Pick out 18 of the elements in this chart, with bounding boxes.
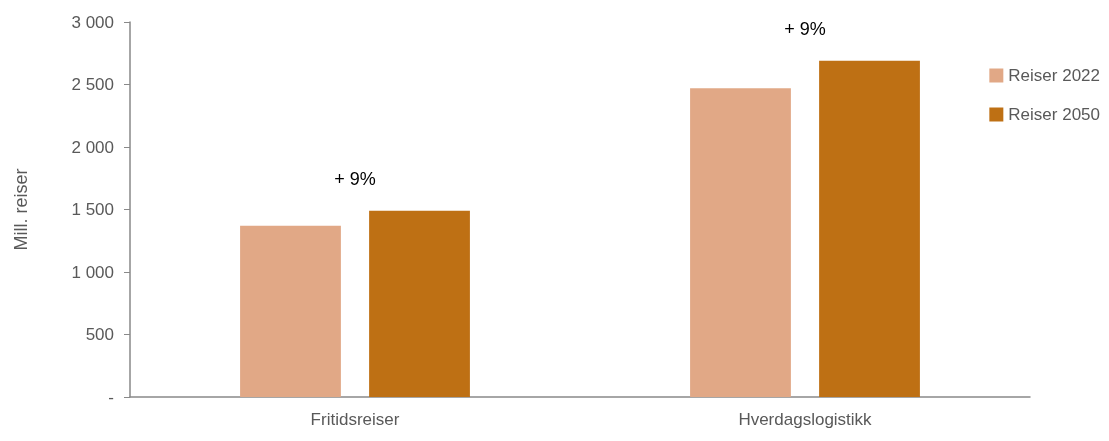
y-axis-title: Mill. reiser [11, 168, 31, 251]
x-tick-label: Fritidsreiser [310, 410, 400, 429]
bar [240, 225, 341, 397]
bar [690, 88, 791, 397]
x-tick-label: Hverdagslogistikk [738, 410, 873, 429]
y-tick-label: 500 [85, 325, 114, 344]
bar [819, 60, 920, 397]
legend-label: Reiser 2022 [1008, 66, 1101, 85]
y-tick-label: 3 000 [71, 12, 114, 32]
legend-label: Reiser 2050 [1008, 105, 1101, 124]
annotation: + 9% [784, 18, 826, 39]
y-tick-label: 2 500 [71, 75, 114, 94]
annotation: + 9% [334, 168, 376, 189]
y-tick-label: 1 500 [71, 200, 114, 219]
y-tick-label: - [108, 387, 114, 407]
bar [369, 210, 470, 397]
y-tick-label: 2 000 [71, 137, 114, 157]
y-tick-label: 1 000 [71, 262, 114, 282]
